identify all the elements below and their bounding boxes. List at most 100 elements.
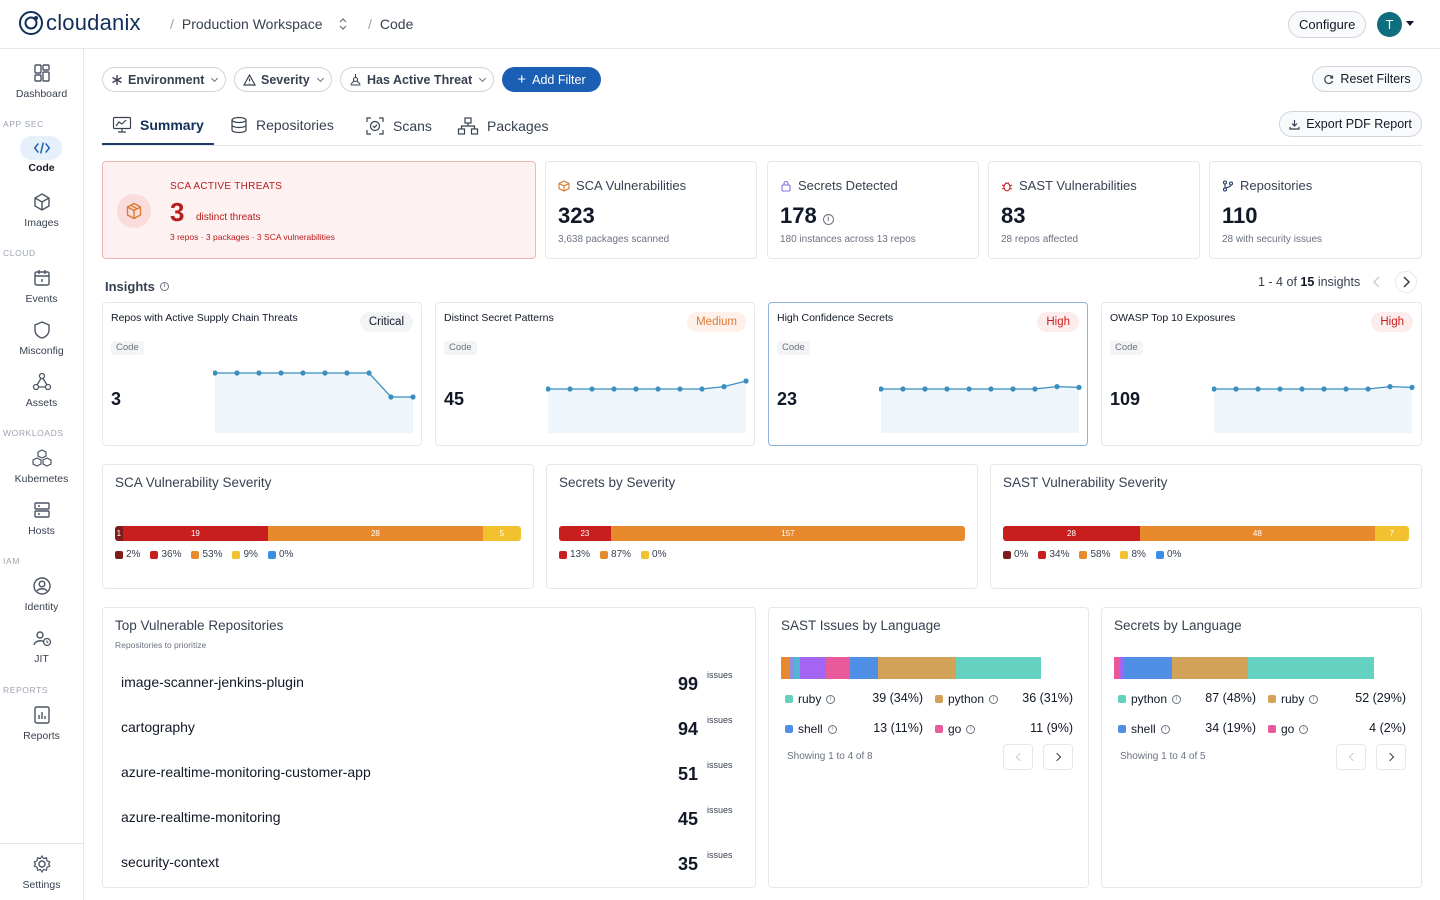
language-segment[interactable] bbox=[1122, 657, 1173, 679]
language-segment[interactable] bbox=[781, 657, 790, 679]
severity-segment[interactable]: 7 bbox=[1374, 526, 1409, 541]
insights-next-button[interactable] bbox=[1395, 271, 1417, 293]
table-row[interactable]: azure-realtime-monitoring-customer-app 5… bbox=[121, 760, 741, 790]
reset-filters-button[interactable]: Reset Filters bbox=[1312, 66, 1422, 92]
insight-card[interactable]: Distinct Secret Patterns Medium Code 45 bbox=[435, 302, 755, 446]
tab-repositories[interactable]: Repositories bbox=[230, 116, 334, 134]
severity-segment[interactable]: 157 bbox=[610, 526, 965, 541]
tab-packages[interactable]: Packages bbox=[457, 116, 548, 136]
breadcrumb-page[interactable]: / Code bbox=[368, 16, 414, 32]
stat-title-text: SAST Vulnerabilities bbox=[1019, 178, 1137, 193]
language-segment[interactable] bbox=[878, 657, 957, 679]
language-segment[interactable] bbox=[826, 657, 851, 679]
legend-swatch bbox=[115, 550, 123, 559]
severity-segment[interactable]: 28 bbox=[268, 526, 483, 541]
info-icon[interactable]: i bbox=[989, 694, 999, 704]
severity-segment[interactable]: 48 bbox=[1139, 526, 1375, 541]
severity-segment[interactable]: 5 bbox=[482, 526, 521, 541]
language-segment[interactable] bbox=[956, 657, 1041, 679]
info-icon[interactable]: i bbox=[1299, 724, 1309, 734]
next-page-button[interactable] bbox=[1043, 744, 1073, 770]
language-segment[interactable] bbox=[800, 657, 827, 679]
prev-page-button[interactable] bbox=[1003, 744, 1033, 770]
sidebar-item-images[interactable]: Images bbox=[0, 191, 83, 229]
info-icon[interactable]: i bbox=[826, 694, 836, 704]
info-icon[interactable]: i bbox=[1172, 694, 1182, 704]
table-row[interactable]: security-context 35 issues bbox=[121, 850, 741, 880]
filter-active-threat[interactable]: Has Active Threat bbox=[340, 67, 495, 92]
language-segment[interactable] bbox=[1114, 657, 1120, 679]
filter-severity[interactable]: Severity bbox=[234, 67, 332, 92]
insight-value: 45 bbox=[444, 389, 465, 409]
breadcrumb-workspace[interactable]: / Production Workspace bbox=[170, 16, 348, 32]
filter-environment[interactable]: Environment bbox=[102, 67, 227, 92]
table-row[interactable]: image-scanner-jenkins-plugin 99 issues bbox=[121, 670, 741, 700]
language-bar bbox=[1114, 657, 1374, 679]
insight-card[interactable]: Repos with Active Supply Chain Threats C… bbox=[102, 302, 422, 446]
repo-issue-count: 45 bbox=[678, 809, 699, 829]
sparkline-point bbox=[344, 370, 350, 376]
severity-segment[interactable]: 19 bbox=[122, 526, 269, 541]
sidebar-item-settings[interactable]: Settings bbox=[0, 853, 83, 891]
sidebar-label: Identity bbox=[24, 601, 59, 613]
legend-swatch bbox=[559, 550, 567, 559]
insight-tag: Code bbox=[1110, 341, 1143, 355]
insight-sparkline bbox=[879, 384, 1082, 433]
info-icon[interactable]: i bbox=[966, 724, 976, 734]
insights-title: Insights bbox=[105, 279, 155, 294]
language-segment[interactable] bbox=[1172, 657, 1248, 679]
stat-card-repositories[interactable]: Repositories 110 28 with security issues bbox=[1209, 161, 1422, 259]
configure-button[interactable]: Configure bbox=[1288, 11, 1367, 38]
stat-card-sca[interactable]: SCA Vulnerabilities 323 3,638 packages s… bbox=[545, 161, 757, 259]
info-icon[interactable]: i bbox=[827, 724, 837, 734]
repo-issue-unit: issues bbox=[707, 670, 733, 680]
prev-page-button[interactable] bbox=[1336, 744, 1366, 770]
language-segment[interactable] bbox=[793, 657, 801, 679]
export-pdf-button[interactable]: Export PDF Report bbox=[1279, 111, 1422, 137]
sidebar-item-identity[interactable]: Identity bbox=[0, 575, 83, 613]
sidebar-item-assets[interactable]: Assets bbox=[0, 371, 83, 409]
info-icon[interactable]: i bbox=[1160, 724, 1170, 734]
avatar-caret-icon[interactable] bbox=[1406, 21, 1414, 26]
severity-segment[interactable]: 28 bbox=[1003, 526, 1140, 541]
info-icon[interactable]: i bbox=[1309, 694, 1319, 704]
avatar[interactable]: T bbox=[1377, 12, 1402, 37]
sidebar-item-dashboard[interactable]: Dashboard bbox=[0, 62, 83, 100]
sca-active-threats-card[interactable]: SCA ACTIVE THREATS 3 distinct threats 3 … bbox=[102, 161, 536, 259]
sidebar-item-code[interactable]: Code bbox=[0, 138, 83, 174]
insights-prev-button[interactable] bbox=[1367, 272, 1387, 292]
language-name: python bbox=[948, 692, 985, 706]
sidebar-item-kubernetes[interactable]: Kubernetes bbox=[0, 447, 83, 485]
language-segment[interactable] bbox=[850, 657, 879, 679]
cube-icon bbox=[33, 193, 50, 211]
sidebar-item-reports[interactable]: Reports bbox=[0, 704, 83, 742]
table-row[interactable]: cartography 94 issues bbox=[121, 715, 741, 745]
sidebar-item-events[interactable]: Events bbox=[0, 267, 83, 305]
language-segment[interactable] bbox=[789, 657, 794, 679]
add-filter-button[interactable]: + Add Filter bbox=[502, 67, 601, 92]
table-row[interactable]: azure-realtime-monitoring 45 issues bbox=[121, 805, 741, 835]
tab-scans[interactable]: Scans bbox=[365, 116, 432, 136]
legend-swatch bbox=[1003, 550, 1011, 559]
logo[interactable]: cloudanix bbox=[18, 10, 141, 36]
severity-segment[interactable]: 1 bbox=[115, 526, 123, 541]
insight-card[interactable]: OWASP Top 10 Exposures High Code 109 bbox=[1101, 302, 1422, 446]
stat-value-text: 178 bbox=[780, 203, 817, 228]
tab-summary[interactable]: Summary bbox=[112, 116, 204, 134]
language-segment[interactable] bbox=[1247, 657, 1374, 679]
sidebar-item-jit[interactable]: JIT bbox=[0, 627, 83, 665]
legend-swatch bbox=[1118, 725, 1126, 733]
sidebar-item-hosts[interactable]: Hosts bbox=[0, 499, 83, 537]
insight-card[interactable]: High Confidence Secrets High Code 23 bbox=[768, 302, 1088, 446]
language-segment[interactable] bbox=[1119, 657, 1123, 679]
info-icon[interactable]: i bbox=[822, 213, 834, 225]
next-page-button[interactable] bbox=[1376, 744, 1406, 770]
stat-card-secrets[interactable]: Secrets Detected 178 i 180 instances acr… bbox=[767, 161, 979, 259]
stat-card-sast[interactable]: SAST Vulnerabilities 83 28 repos affecte… bbox=[988, 161, 1200, 259]
database-icon bbox=[231, 116, 247, 134]
sidebar-item-misconfig[interactable]: Misconfig bbox=[0, 319, 83, 357]
stat-sub: 28 repos affected bbox=[1001, 234, 1079, 245]
info-icon[interactable]: i bbox=[159, 282, 169, 291]
severity-segment[interactable]: 23 bbox=[559, 526, 611, 541]
sparkline-point bbox=[1299, 386, 1305, 392]
